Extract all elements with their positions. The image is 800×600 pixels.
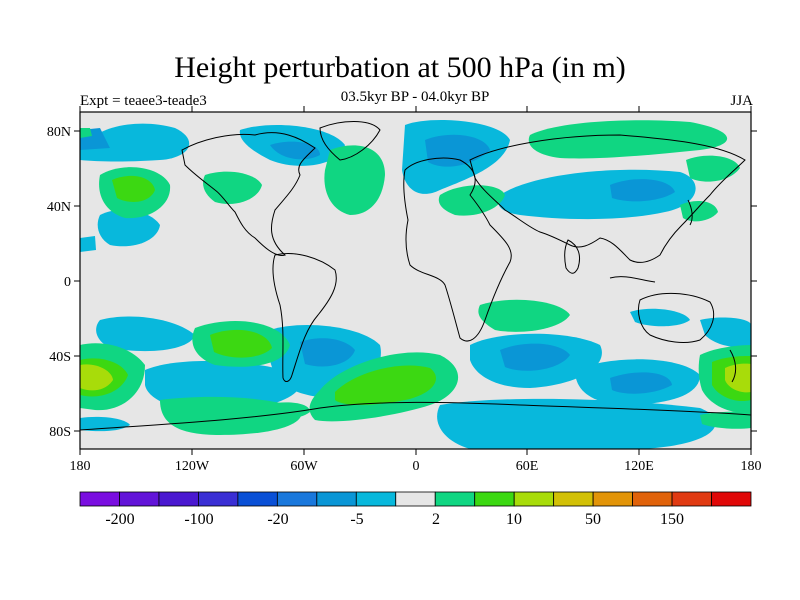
contour-neg-west-pacific	[630, 308, 690, 327]
coast-greenland	[319, 121, 381, 161]
contour-neg-north-atlantic	[80, 123, 190, 162]
coast-new-zealand	[729, 349, 737, 383]
coast-europe-africa	[403, 157, 512, 342]
contour-pos-canada	[203, 171, 262, 205]
lon-ticks	[79, 106, 752, 455]
colorbar-swatch	[316, 491, 357, 507]
contour-pos-antarctic-east	[700, 411, 751, 429]
contour-pos-north-atlantic	[324, 145, 385, 215]
lon-label-180-west: 180	[70, 459, 91, 474]
coast-japan	[687, 199, 693, 226]
contour-neg-tropical-pacific	[97, 209, 160, 247]
colorbar-swatch	[711, 491, 752, 507]
lon-label-60w: 60W	[290, 459, 318, 474]
colorbar-label-neg20: -20	[267, 511, 288, 528]
colorbar-swatch	[237, 491, 278, 507]
coastlines	[80, 121, 751, 431]
contour-neg-south-australia-core	[610, 372, 672, 394]
coast-asia	[469, 134, 746, 263]
lon-label-180-east: 180	[741, 459, 762, 474]
colorbar-swatch	[553, 491, 594, 507]
contour-fields	[80, 120, 751, 449]
colorbar	[79, 491, 752, 507]
chart-title: Height perturbation at 500 hPa (in m)	[174, 51, 626, 84]
lon-label-120w: 120W	[175, 459, 210, 474]
contour-neg-antarctic-indian	[437, 398, 716, 449]
colorbar-swatch	[434, 491, 476, 507]
lon-label-120e: 120E	[624, 459, 654, 474]
colorbar-swatch	[474, 491, 515, 507]
lat-label-80s: 80S	[49, 425, 71, 440]
colorbar-swatch	[79, 491, 120, 507]
contour-pos-arctic-west	[80, 128, 92, 138]
coast-south-america	[272, 252, 337, 383]
colorbar-swatch	[158, 491, 199, 507]
contour-pos-mediterranean	[438, 185, 505, 216]
coast-india	[564, 239, 581, 274]
coast-indonesia	[609, 276, 656, 283]
colorbar-label-neg100: -100	[184, 511, 213, 528]
lat-label-40n: 40N	[47, 200, 71, 215]
coast-north-america	[181, 132, 316, 256]
contour-neg-indian-south-core	[500, 343, 570, 371]
colorbar-label-neg5: -5	[350, 511, 363, 528]
colorbar-swatch	[355, 491, 397, 507]
colorbar-swatch	[632, 491, 673, 507]
contour-pos-arctic	[528, 120, 728, 159]
lat-label-40s: 40S	[49, 350, 71, 365]
coast-antarctica	[80, 401, 751, 431]
lon-label-0: 0	[413, 459, 420, 474]
colorbar-swatch	[198, 491, 239, 507]
contour-pos-south-atlantic-core	[335, 365, 436, 405]
lat-ticks	[74, 130, 757, 432]
chart-subtitle: 03.5kyr BP - 04.0kyr BP	[340, 89, 490, 105]
contour-neg-atlantic-sub	[80, 236, 96, 252]
contour-neg-southwest-pacific	[700, 317, 751, 347]
colorbar-label-10: 10	[506, 511, 522, 528]
contour-neg-southeast-pacific-core	[300, 338, 355, 367]
contour-pos-south-pacific-core	[210, 329, 272, 358]
lat-label-80n: 80N	[47, 125, 71, 140]
colorbar-label-150: 150	[660, 511, 684, 528]
colorbar-swatch	[592, 491, 633, 507]
colorbar-swatch	[119, 491, 160, 507]
colorbar-label-50: 50	[585, 511, 601, 528]
contour-pos-north-pacific-core	[112, 175, 155, 202]
colorbar-swatch	[276, 491, 318, 507]
contour-pos-east-asia	[680, 200, 718, 222]
contour-neg-south-pacific	[96, 316, 195, 352]
contour-pos-dateline-south-east-peak	[725, 363, 751, 393]
contour-pos-siberia	[686, 155, 740, 182]
contour-pos-indian-ocean	[478, 299, 570, 332]
coast-australia	[637, 292, 715, 343]
colorbar-label-2: 2	[432, 511, 440, 528]
contour-pos-dateline-south-west-peak	[80, 364, 113, 391]
lat-label-0: 0	[64, 275, 71, 290]
experiment-label: Expt = teaee3-teade3	[80, 93, 207, 109]
colorbar-swatch	[513, 491, 555, 507]
lon-label-60e: 60E	[516, 459, 539, 474]
contour-neg-asia-core	[610, 179, 675, 202]
colorbar-swatch	[395, 491, 436, 507]
season-label: JJA	[730, 93, 753, 109]
colorbar-label-neg200: -200	[105, 511, 134, 528]
colorbar-swatch	[671, 491, 712, 507]
